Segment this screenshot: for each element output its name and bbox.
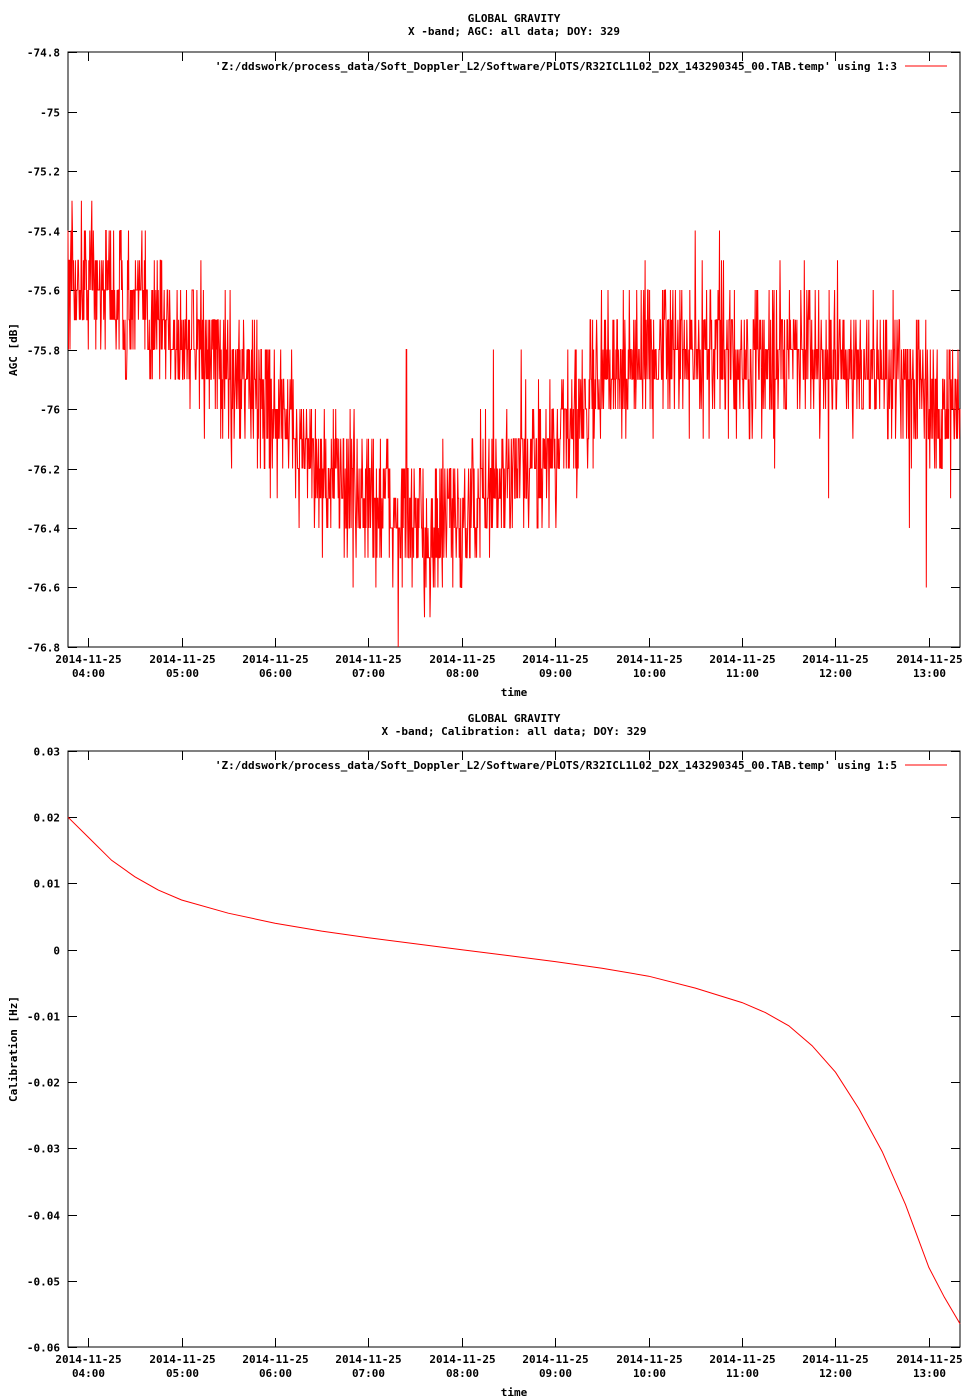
x-tick-time-label: 10:00 bbox=[633, 667, 666, 680]
x-tick-time-label: 06:00 bbox=[259, 1367, 292, 1380]
x-tick-time-label: 09:00 bbox=[539, 667, 572, 680]
x-tick-date-label: 2014-11-25 bbox=[242, 1353, 308, 1366]
y-tick-label: -75.4 bbox=[27, 226, 60, 239]
y-tick-label: 0.03 bbox=[34, 746, 61, 759]
y-tick-label: -76.4 bbox=[27, 523, 60, 536]
x-tick-date-label: 2014-11-25 bbox=[896, 653, 962, 666]
x-tick-date-label: 2014-11-25 bbox=[149, 1353, 215, 1366]
y-tick-label: -0.06 bbox=[27, 1342, 60, 1355]
y-tick-label: -76.6 bbox=[27, 582, 60, 595]
x-tick-date-label: 2014-11-25 bbox=[55, 1353, 121, 1366]
x-tick-time-label: 11:00 bbox=[726, 667, 759, 680]
x-tick-date-label: 2014-11-25 bbox=[802, 1353, 868, 1366]
x-tick-time-label: 07:00 bbox=[352, 1367, 385, 1380]
series-line bbox=[67, 816, 961, 1325]
y-tick-label: -0.04 bbox=[27, 1210, 60, 1223]
y-tick-label: -75.8 bbox=[27, 345, 60, 358]
y-tick-label: -74.8 bbox=[27, 47, 60, 60]
x-tick-date-label: 2014-11-25 bbox=[616, 1353, 682, 1366]
legend-label: 'Z:/ddswork/process_data/Soft_Doppler_L2… bbox=[215, 60, 897, 73]
y-tick-label: -75 bbox=[40, 107, 60, 120]
x-tick-time-label: 13:00 bbox=[913, 1367, 946, 1380]
y-tick-label: 0.02 bbox=[34, 812, 61, 825]
x-tick-time-label: 04:00 bbox=[72, 1367, 105, 1380]
chart-title: GLOBAL GRAVITY bbox=[468, 12, 561, 25]
chart-subtitle: X -band; AGC: all data; DOY: 329 bbox=[408, 25, 620, 38]
x-tick-time-label: 10:00 bbox=[633, 1367, 666, 1380]
x-tick-time-label: 07:00 bbox=[352, 667, 385, 680]
y-axis-label: AGC [dB] bbox=[7, 323, 20, 376]
x-tick-time-label: 06:00 bbox=[259, 667, 292, 680]
y-axis-label: Calibration [Hz] bbox=[7, 996, 20, 1102]
x-tick-date-label: 2014-11-25 bbox=[709, 1353, 775, 1366]
y-tick-label: -0.01 bbox=[27, 1011, 60, 1024]
y-tick-label: -0.03 bbox=[27, 1143, 60, 1156]
x-tick-time-label: 04:00 bbox=[72, 667, 105, 680]
x-tick-date-label: 2014-11-25 bbox=[149, 653, 215, 666]
y-tick-label: 0 bbox=[53, 945, 60, 958]
chart-title: GLOBAL GRAVITY bbox=[468, 712, 561, 725]
x-tick-time-label: 11:00 bbox=[726, 1367, 759, 1380]
x-axis-label: time bbox=[501, 686, 528, 699]
x-tick-date-label: 2014-11-25 bbox=[896, 1353, 962, 1366]
legend-label: 'Z:/ddswork/process_data/Soft_Doppler_L2… bbox=[215, 759, 897, 772]
series-line bbox=[67, 200, 961, 648]
x-tick-date-label: 2014-11-25 bbox=[335, 1353, 401, 1366]
x-tick-time-label: 09:00 bbox=[539, 1367, 572, 1380]
y-tick-label: -0.02 bbox=[27, 1077, 60, 1090]
x-tick-time-label: 08:00 bbox=[446, 667, 479, 680]
x-tick-date-label: 2014-11-25 bbox=[709, 653, 775, 666]
y-tick-label: -76.8 bbox=[27, 642, 60, 655]
x-tick-date-label: 2014-11-25 bbox=[335, 653, 401, 666]
y-tick-label: -0.05 bbox=[27, 1276, 60, 1289]
y-tick-label: 0.01 bbox=[34, 878, 61, 891]
y-tick-label: -75.6 bbox=[27, 285, 60, 298]
x-tick-date-label: 2014-11-25 bbox=[55, 653, 121, 666]
x-tick-time-label: 05:00 bbox=[166, 1367, 199, 1380]
y-tick-label: -75.2 bbox=[27, 166, 60, 179]
x-tick-time-label: 05:00 bbox=[166, 667, 199, 680]
x-tick-date-label: 2014-11-25 bbox=[616, 653, 682, 666]
x-tick-date-label: 2014-11-25 bbox=[802, 653, 868, 666]
x-tick-date-label: 2014-11-25 bbox=[429, 653, 495, 666]
x-tick-time-label: 12:00 bbox=[819, 667, 852, 680]
x-axis-label: time bbox=[501, 1386, 528, 1399]
x-tick-date-label: 2014-11-25 bbox=[429, 1353, 495, 1366]
x-tick-date-label: 2014-11-25 bbox=[242, 653, 308, 666]
x-tick-date-label: 2014-11-25 bbox=[522, 653, 588, 666]
x-tick-time-label: 12:00 bbox=[819, 1367, 852, 1380]
x-tick-time-label: 08:00 bbox=[446, 1367, 479, 1380]
y-tick-label: -76.2 bbox=[27, 464, 60, 477]
y-tick-label: -76 bbox=[40, 404, 60, 417]
x-tick-date-label: 2014-11-25 bbox=[522, 1353, 588, 1366]
x-tick-time-label: 13:00 bbox=[913, 667, 946, 680]
plot-frame bbox=[67, 750, 961, 1348]
chart-subtitle: X -band; Calibration: all data; DOY: 329 bbox=[382, 725, 647, 738]
